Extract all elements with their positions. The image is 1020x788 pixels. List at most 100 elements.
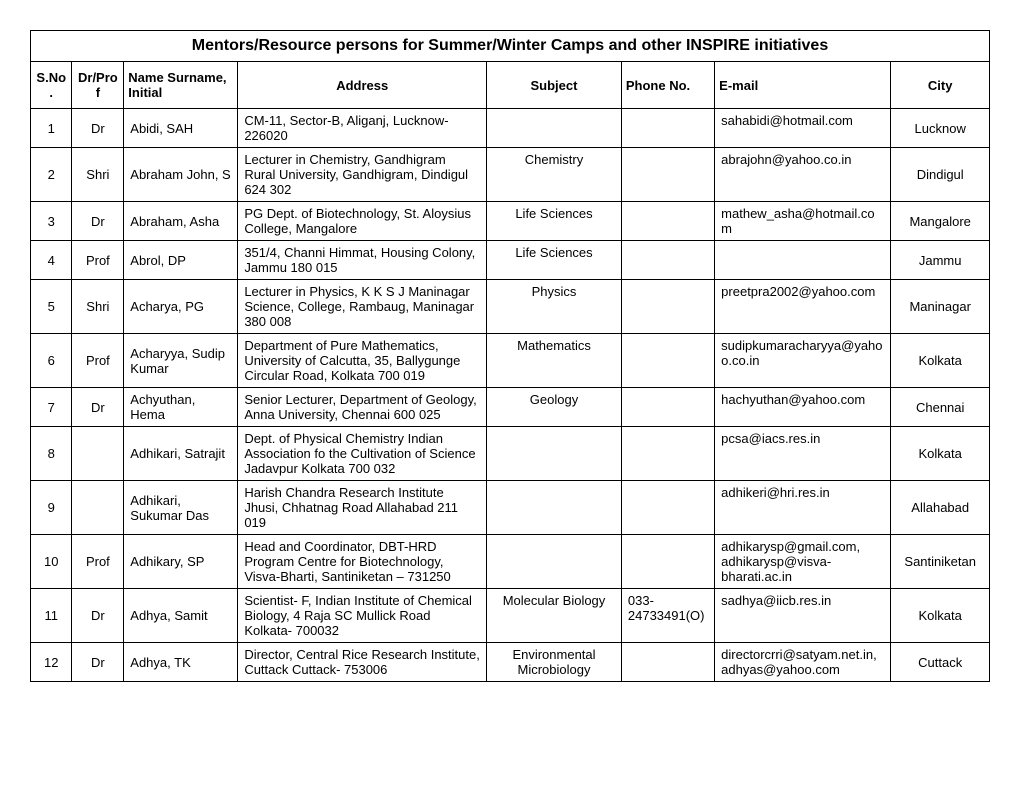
table-row: 8 Adhikari, SatrajitDept. of Physical Che… [31, 427, 990, 481]
cell-address: Harish Chandra Research Institute Jhusi,… [238, 481, 487, 535]
cell-email: sudipkumaracharyya@yahoo.co.in [715, 334, 891, 388]
cell-name: Abraham John, S [124, 148, 238, 202]
cell-drprof: Prof [72, 334, 124, 388]
cell-drprof: Dr [72, 589, 124, 643]
cell-subject: Life Sciences [487, 241, 622, 280]
table-row: 11DrAdhya, SamitScientist- F, Indian Ins… [31, 589, 990, 643]
cell-subject: Mathematics [487, 334, 622, 388]
cell-address: Dept. of Physical Chemistry Indian Assoc… [238, 427, 487, 481]
cell-drprof: Shri [72, 148, 124, 202]
cell-name: Acharyya, Sudip Kumar [124, 334, 238, 388]
table-row: 5ShriAcharya, PGLecturer in Physics, K K… [31, 280, 990, 334]
col-header-name: Name Surname, Initial [124, 62, 238, 109]
cell-email: mathew_asha@hotmail.com [715, 202, 891, 241]
cell-subject: Environmental Microbiology [487, 643, 622, 682]
cell-email: pcsa@iacs.res.in [715, 427, 891, 481]
table-header-row: S.No. Dr/Prof Name Surname, Initial Addr… [31, 62, 990, 109]
cell-address: PG Dept. of Biotechnology, St. Aloysius … [238, 202, 487, 241]
cell-email: sadhya@iicb.res.in [715, 589, 891, 643]
cell-phone [621, 388, 714, 427]
cell-name: Adhya, TK [124, 643, 238, 682]
cell-name: Acharya, PG [124, 280, 238, 334]
cell-subject [487, 481, 622, 535]
cell-address: Scientist- F, Indian Institute of Chemic… [238, 589, 487, 643]
cell-city: Kolkata [891, 589, 990, 643]
col-header-city: City [891, 62, 990, 109]
cell-sno: 12 [31, 643, 72, 682]
cell-phone [621, 280, 714, 334]
cell-drprof: Dr [72, 643, 124, 682]
cell-subject: Physics [487, 280, 622, 334]
table-row: 12DrAdhya, TKDirector, Central Rice Rese… [31, 643, 990, 682]
cell-phone [621, 334, 714, 388]
cell-phone [621, 535, 714, 589]
cell-city: Dindigul [891, 148, 990, 202]
table-row: 3DrAbraham, AshaPG Dept. of Biotechnolog… [31, 202, 990, 241]
cell-city: Cuttack [891, 643, 990, 682]
col-header-subject: Subject [487, 62, 622, 109]
table-title: Mentors/Resource persons for Summer/Wint… [31, 31, 990, 62]
cell-address: 351/4, Channi Himmat, Housing Colony, Ja… [238, 241, 487, 280]
cell-city: Kolkata [891, 334, 990, 388]
cell-phone [621, 202, 714, 241]
col-header-sno: S.No. [31, 62, 72, 109]
cell-name: Abraham, Asha [124, 202, 238, 241]
cell-drprof: Dr [72, 388, 124, 427]
cell-sno: 6 [31, 334, 72, 388]
table-row: 1DrAbidi, SAHCM-11, Sector-B, Aliganj, L… [31, 109, 990, 148]
table-row: 4ProfAbrol, DP351/4, Channi Himmat, Hous… [31, 241, 990, 280]
cell-email: abrajohn@yahoo.co.in [715, 148, 891, 202]
cell-name: Adhikari, Satrajit [124, 427, 238, 481]
cell-sno: 10 [31, 535, 72, 589]
mentors-table: Mentors/Resource persons for Summer/Wint… [30, 30, 990, 682]
cell-address: Director, Central Rice Research Institut… [238, 643, 487, 682]
cell-city: Chennai [891, 388, 990, 427]
cell-subject [487, 535, 622, 589]
cell-city: Allahabad [891, 481, 990, 535]
table-row: 10ProfAdhikary, SPHead and Coordinator, … [31, 535, 990, 589]
cell-sno: 3 [31, 202, 72, 241]
cell-email [715, 241, 891, 280]
cell-drprof: Prof [72, 535, 124, 589]
cell-subject [487, 427, 622, 481]
cell-address: Head and Coordinator, DBT-HRD Program Ce… [238, 535, 487, 589]
cell-sno: 8 [31, 427, 72, 481]
cell-email: hachyuthan@yahoo.com [715, 388, 891, 427]
cell-drprof: Dr [72, 202, 124, 241]
cell-city: Mangalore [891, 202, 990, 241]
cell-address: Lecturer in Chemistry, Gandhigram Rural … [238, 148, 487, 202]
table-row: 6ProfAcharyya, Sudip KumarDepartment of … [31, 334, 990, 388]
col-header-phone: Phone No. [621, 62, 714, 109]
cell-phone [621, 643, 714, 682]
cell-sno: 2 [31, 148, 72, 202]
cell-name: Adhya, Samit [124, 589, 238, 643]
cell-name: Achyuthan, Hema [124, 388, 238, 427]
cell-subject [487, 109, 622, 148]
cell-email: adhikeri@hri.res.in [715, 481, 891, 535]
table-row: 7DrAchyuthan, HemaSenior Lecturer, Depar… [31, 388, 990, 427]
cell-city: Jammu [891, 241, 990, 280]
col-header-email: E-mail [715, 62, 891, 109]
cell-sno: 11 [31, 589, 72, 643]
cell-phone [621, 109, 714, 148]
cell-drprof [72, 481, 124, 535]
col-header-address: Address [238, 62, 487, 109]
cell-sno: 9 [31, 481, 72, 535]
cell-name: Abrol, DP [124, 241, 238, 280]
cell-name: Adhikari, Sukumar Das [124, 481, 238, 535]
cell-city: Lucknow [891, 109, 990, 148]
cell-drprof: Dr [72, 109, 124, 148]
cell-city: Kolkata [891, 427, 990, 481]
cell-subject: Life Sciences [487, 202, 622, 241]
cell-phone [621, 241, 714, 280]
cell-phone [621, 481, 714, 535]
cell-phone [621, 427, 714, 481]
cell-drprof: Shri [72, 280, 124, 334]
cell-email: sahabidi@hotmail.com [715, 109, 891, 148]
cell-subject: Geology [487, 388, 622, 427]
cell-subject: Molecular Biology [487, 589, 622, 643]
cell-phone [621, 148, 714, 202]
cell-address: Senior Lecturer, Department of Geology, … [238, 388, 487, 427]
cell-email: preetpra2002@yahoo.com [715, 280, 891, 334]
cell-address: Department of Pure Mathematics, Universi… [238, 334, 487, 388]
